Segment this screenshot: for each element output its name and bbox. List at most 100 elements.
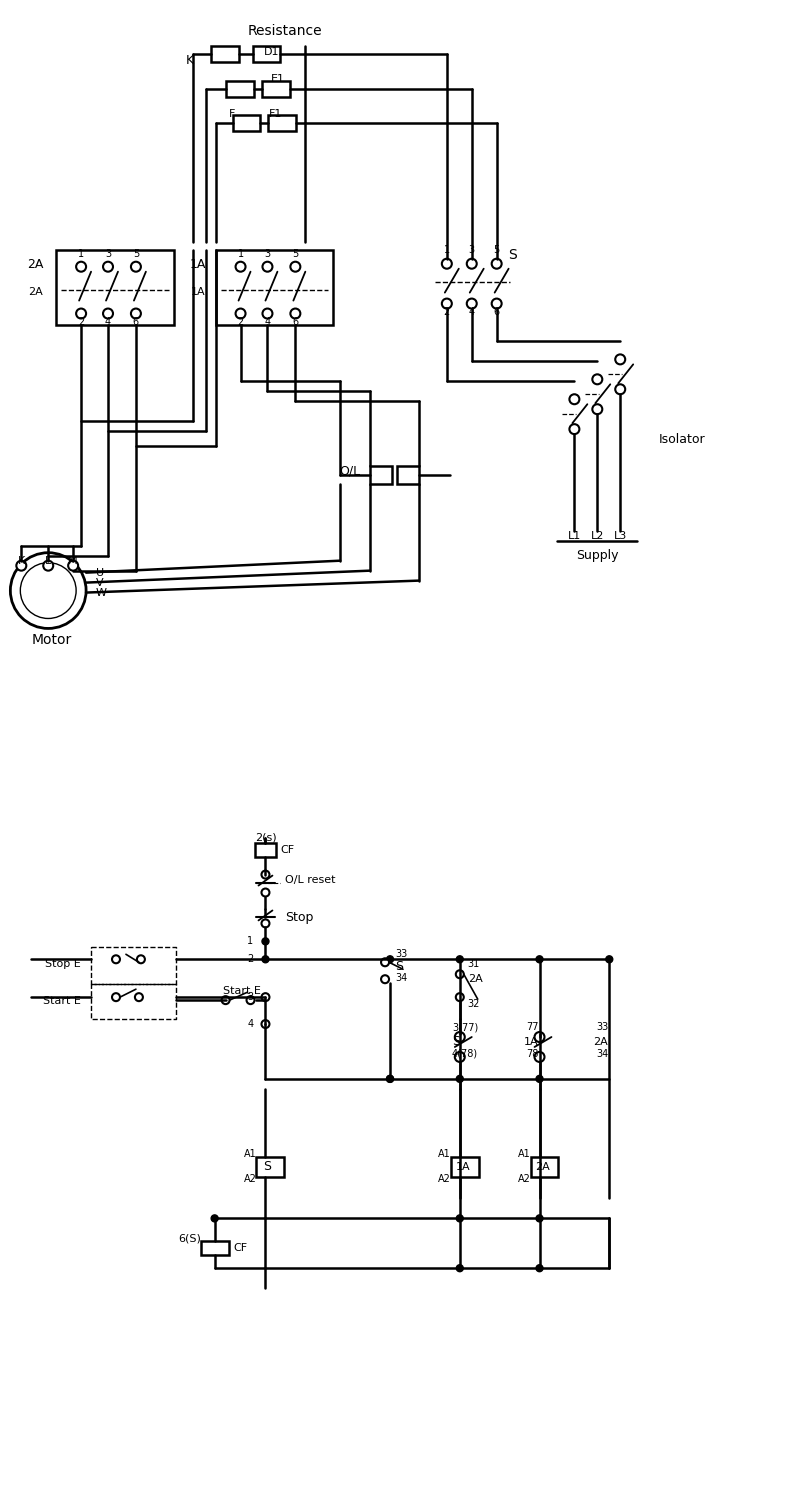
Text: CF: CF: [280, 845, 295, 854]
Circle shape: [536, 1215, 543, 1222]
Text: 2: 2: [78, 317, 84, 326]
Text: 4: 4: [469, 306, 475, 317]
Bar: [397, 466, 419, 484]
Text: 5: 5: [292, 249, 299, 258]
Text: 1A: 1A: [191, 287, 205, 297]
Bar: [268, 115, 296, 131]
Text: 1: 1: [78, 249, 84, 258]
Bar: [201, 1242, 229, 1255]
Circle shape: [535, 1052, 544, 1062]
Bar: [531, 1156, 559, 1177]
Circle shape: [263, 261, 272, 272]
Text: 33: 33: [395, 949, 407, 960]
Bar: [370, 466, 392, 484]
Text: S: S: [395, 960, 403, 973]
Text: 2(s): 2(s): [255, 833, 276, 842]
Circle shape: [491, 258, 502, 269]
Circle shape: [606, 955, 613, 963]
Circle shape: [236, 308, 245, 318]
Text: U: U: [96, 567, 104, 578]
Circle shape: [112, 993, 120, 1000]
Circle shape: [455, 1052, 465, 1062]
Text: S: S: [264, 1160, 272, 1172]
Circle shape: [535, 1032, 544, 1043]
Circle shape: [536, 955, 543, 963]
Text: Resistance: Resistance: [248, 24, 323, 38]
Text: Supply: Supply: [576, 549, 618, 563]
Circle shape: [455, 970, 463, 978]
Bar: [56, 250, 174, 324]
Text: 34: 34: [596, 1049, 609, 1059]
Text: 78: 78: [527, 1049, 539, 1059]
Circle shape: [211, 1215, 218, 1222]
Bar: [256, 1156, 284, 1177]
Text: 3: 3: [469, 244, 475, 255]
Circle shape: [261, 871, 269, 878]
Text: F1: F1: [268, 109, 282, 119]
Text: 5: 5: [494, 244, 500, 255]
Circle shape: [570, 394, 579, 404]
Text: 2A: 2A: [467, 975, 483, 984]
Circle shape: [112, 955, 120, 963]
Circle shape: [456, 1215, 463, 1222]
Circle shape: [381, 958, 389, 966]
Circle shape: [20, 563, 76, 619]
Text: W: W: [96, 587, 107, 598]
Circle shape: [262, 955, 269, 963]
Circle shape: [455, 993, 463, 1000]
Circle shape: [592, 404, 602, 413]
Circle shape: [387, 955, 394, 963]
Text: Stop E: Stop E: [46, 960, 81, 969]
Circle shape: [261, 1020, 269, 1028]
Text: M: M: [69, 555, 78, 566]
Text: 77: 77: [527, 1022, 539, 1032]
Text: 1A: 1A: [523, 1037, 539, 1047]
Bar: [263, 81, 290, 97]
Text: O/L: O/L: [339, 465, 360, 477]
Circle shape: [467, 258, 477, 269]
Bar: [255, 842, 276, 857]
Circle shape: [290, 261, 300, 272]
Text: 2: 2: [237, 317, 244, 326]
Text: A2: A2: [518, 1174, 531, 1183]
Circle shape: [135, 993, 143, 1000]
Circle shape: [236, 261, 245, 272]
Text: 4(78): 4(78): [451, 1049, 478, 1059]
Circle shape: [536, 1076, 543, 1082]
Circle shape: [103, 261, 113, 272]
Circle shape: [261, 889, 269, 896]
Circle shape: [103, 308, 113, 318]
Text: 4: 4: [105, 317, 111, 326]
Circle shape: [455, 1032, 465, 1043]
Circle shape: [263, 308, 272, 318]
Circle shape: [491, 299, 502, 308]
Text: 1A: 1A: [455, 1162, 471, 1171]
Circle shape: [387, 1076, 394, 1082]
Text: A1: A1: [438, 1148, 451, 1159]
Text: D1: D1: [264, 47, 279, 57]
Circle shape: [137, 955, 145, 963]
Bar: [225, 81, 253, 97]
Text: A1: A1: [244, 1148, 256, 1159]
Circle shape: [456, 955, 463, 963]
Text: K: K: [18, 555, 25, 566]
Circle shape: [592, 374, 602, 385]
Text: CF: CF: [233, 1243, 248, 1254]
Text: Stop: Stop: [285, 911, 314, 924]
Circle shape: [467, 299, 477, 308]
Circle shape: [615, 355, 625, 364]
Circle shape: [76, 261, 86, 272]
Circle shape: [131, 308, 141, 318]
Bar: [451, 1156, 479, 1177]
Circle shape: [261, 919, 269, 928]
Bar: [252, 47, 280, 62]
Circle shape: [68, 561, 78, 570]
Text: 5: 5: [133, 249, 139, 258]
Bar: [211, 47, 239, 62]
Circle shape: [76, 308, 86, 318]
Text: Start E: Start E: [43, 996, 81, 1007]
Text: A1: A1: [518, 1148, 531, 1159]
Text: 1A: 1A: [189, 258, 205, 272]
Circle shape: [247, 996, 255, 1003]
Text: 3: 3: [105, 249, 111, 258]
